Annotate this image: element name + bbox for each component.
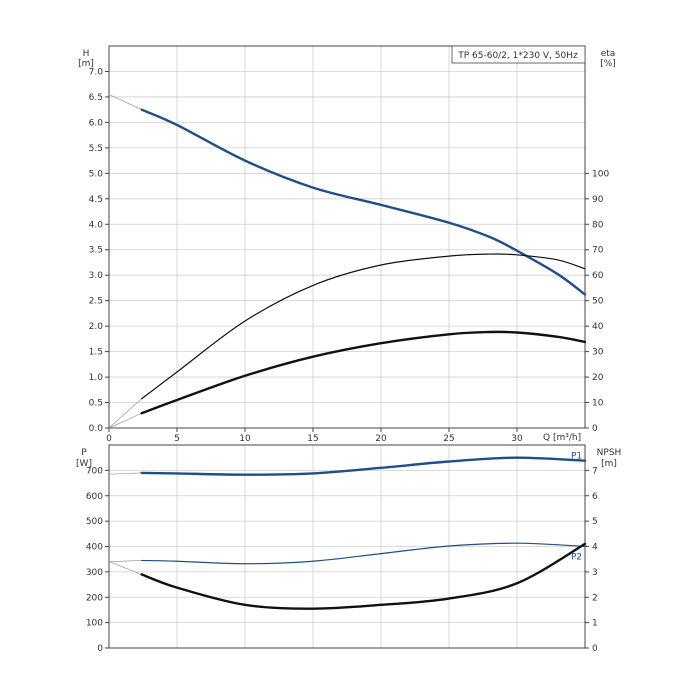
- y-left-tick-label: 0: [97, 644, 103, 654]
- y-right-tick-label: 80: [592, 220, 604, 230]
- curve-p1: [140, 456, 587, 476]
- y-left-tick-label: 5.5: [89, 144, 103, 154]
- curve-extension-line: [108, 561, 142, 575]
- y-right-tick-label: 0: [592, 424, 598, 434]
- curve-extension-line: [108, 412, 142, 429]
- y-right-tick-label: 60: [592, 271, 604, 281]
- bottom-grid: [109, 445, 585, 648]
- top-grid: [109, 46, 585, 428]
- curve-extension-line: [108, 398, 142, 429]
- x-tick-label: 30: [511, 434, 523, 444]
- y-left-tick-label: 200: [86, 593, 103, 603]
- y-right-tick-label: 100: [592, 169, 609, 179]
- y-left-tick-label: 300: [86, 568, 103, 578]
- y-right-tick-label: 3: [592, 568, 598, 578]
- y-left-tick-label: 3.0: [89, 271, 104, 281]
- power-npsh-panel: 0 100 200 300 400 500 600 700 0 1 2 3 4 5 6 7 P1 P2 P [W…: [76, 444, 622, 654]
- curve-extension-line: [108, 560, 142, 563]
- y-right-tick-label: 30: [592, 348, 604, 358]
- y-right-tick-label: 10: [592, 399, 604, 409]
- y-left-tick-label: 100: [86, 619, 103, 629]
- chart-title-box: TP 65-60/2, 1*230 V, 50Hz: [451, 45, 586, 64]
- bottom-axis-ticks: 0 100 200 300 400 500 600 700 0 1 2 3 4 5 6 7: [86, 466, 598, 654]
- y-right-tick-label: 7: [592, 466, 598, 476]
- y-left-tick-label: 7.0: [89, 67, 104, 77]
- y-right-tick-label: 20: [592, 373, 604, 383]
- y-left-tick-label: 1.5: [89, 348, 103, 358]
- curve-extension-line: [108, 472, 142, 475]
- y-left-tick-label: 700: [86, 466, 103, 476]
- y-left-tick-label: 2.5: [89, 297, 103, 307]
- y-left-tick-label: 600: [86, 492, 103, 502]
- y-left-tick-label: 500: [86, 517, 103, 527]
- x-tick-label: 25: [443, 434, 454, 444]
- y-right-tick-label: 5: [592, 517, 598, 527]
- y-left-tick-label: 2.0: [89, 322, 104, 332]
- y-right-tick-label: 70: [592, 246, 604, 256]
- y-left-tick-label: 1.0: [89, 373, 104, 383]
- y-left-tick-label: 3.5: [89, 246, 103, 256]
- y-right-tick-label: 1: [592, 619, 598, 629]
- y-left-label-line2: [m]: [78, 59, 94, 69]
- y-left-tick-label: 4.0: [89, 220, 104, 230]
- bottom-curves: P1 P2: [108, 452, 587, 610]
- head-efficiency-panel: 0.0 0.5 1.0 1.5 2.0 2.5 3.0 3.5 4.0 4.5 5.0 5.5 6.0 6…: [78, 45, 616, 444]
- y-left-tick-label: 4.5: [89, 195, 103, 205]
- x-tick-label: 5: [174, 434, 180, 444]
- y-right-label-line2: [%]: [600, 59, 616, 69]
- y-right-tick-label: 0: [592, 644, 598, 654]
- npsh-axis-label-line1: NPSH: [597, 448, 622, 458]
- y-right-tick-label: 50: [592, 297, 604, 307]
- y-right-label-line1: eta: [601, 49, 616, 59]
- curve-bottom-3: [140, 542, 587, 610]
- y-right-tick-label: 90: [592, 195, 604, 205]
- y-right-tick-label: 2: [592, 593, 598, 603]
- x-axis-label: Q [m³/h]: [543, 433, 581, 443]
- curve-p2: [141, 542, 586, 565]
- top-curves: [108, 94, 587, 429]
- curve-top-1: [140, 108, 587, 296]
- title-box-frame: [451, 45, 586, 64]
- y-left-tick-label: 400: [86, 543, 103, 553]
- y-right-tick-label: 4: [592, 543, 598, 553]
- y-left-tick-label: 5.0: [89, 169, 104, 179]
- y-left-tick-label: 0.0: [89, 424, 104, 434]
- chart-title: TP 65-60/2, 1*230 V, 50Hz: [457, 51, 578, 61]
- top-plot-frame: [108, 45, 586, 429]
- curve-top-2: [141, 253, 586, 400]
- curve-top-3: [140, 330, 587, 415]
- y-left-label-line1: H: [83, 49, 90, 59]
- y-left-tick-label: 6.0: [89, 118, 104, 128]
- x-tick-label: 0: [106, 434, 112, 444]
- series-label-p2: P2: [571, 553, 582, 563]
- curve-extension-line: [108, 94, 142, 110]
- y-left-tick-label: 0.5: [89, 399, 103, 409]
- x-tick-label: 15: [307, 434, 318, 444]
- y-right-tick-label: 6: [592, 492, 598, 502]
- top-axis-ticks: 0.0 0.5 1.0 1.5 2.0 2.5 3.0 3.5 4.0 4.5 5.0 5.5 6.0 6…: [89, 67, 610, 444]
- npsh-axis-label-line2: [m]: [601, 459, 617, 469]
- x-tick-label: 20: [375, 434, 387, 444]
- p-axis-label-line2: [W]: [76, 459, 92, 469]
- p-axis-label-line1: P: [81, 448, 87, 458]
- y-left-tick-label: 6.5: [89, 93, 103, 103]
- x-tick-label: 10: [239, 434, 251, 444]
- y-right-tick-label: 40: [592, 322, 604, 332]
- series-label-p1: P1: [571, 452, 582, 462]
